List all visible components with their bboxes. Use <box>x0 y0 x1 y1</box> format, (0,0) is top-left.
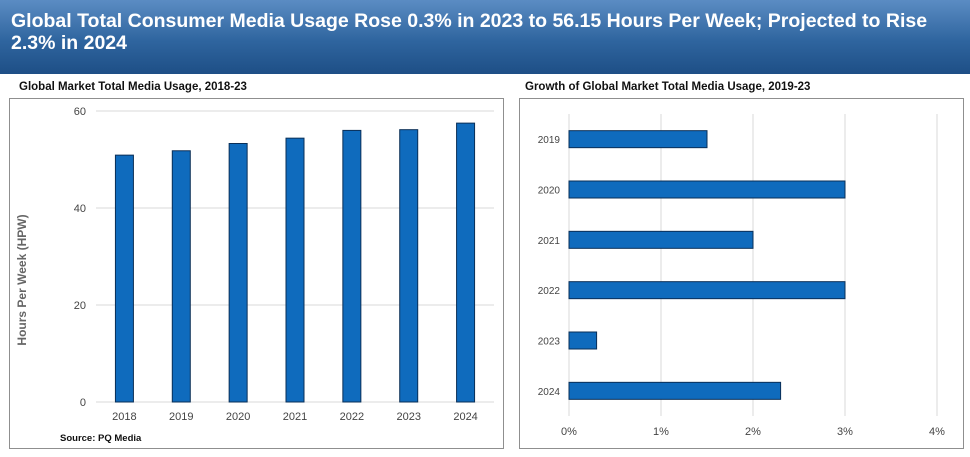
page-title: Global Total Consumer Media Usage Rose 0… <box>11 10 928 54</box>
bar <box>228 142 248 403</box>
x-tick-label: 2021 <box>283 411 307 423</box>
y-tick-label: 2021 <box>538 236 561 247</box>
left-chart-panel <box>9 98 504 449</box>
y-tick-label: 0 <box>80 397 86 409</box>
bar <box>399 129 419 403</box>
x-tick-label: 2022 <box>340 411 364 423</box>
bar <box>568 331 598 350</box>
y-tick-label: 40 <box>74 203 86 215</box>
x-tick-label: 4% <box>929 426 945 438</box>
y-tick-label: 2023 <box>538 337 561 348</box>
bar <box>342 129 362 403</box>
x-tick-label: 3% <box>837 426 853 438</box>
y-tick-label: 2024 <box>538 387 561 398</box>
y-tick-label: 60 <box>74 106 86 118</box>
bar <box>568 180 846 199</box>
right-chart-title: Growth of Global Market Total Media Usag… <box>525 81 811 93</box>
x-tick-label: 1% <box>653 426 669 438</box>
bar <box>171 150 191 403</box>
left-chart-title: Global Market Total Media Usage, 2018-23 <box>19 81 247 93</box>
x-tick-label: 2019 <box>169 411 193 423</box>
bar <box>285 137 305 403</box>
x-tick-label: 2% <box>745 426 761 438</box>
bar <box>568 230 754 249</box>
y-tick-label: 2020 <box>538 186 561 197</box>
bar <box>568 130 708 149</box>
bar <box>568 281 846 300</box>
bar <box>456 122 476 403</box>
header-banner: Global Total Consumer Media Usage Rose 0… <box>0 0 970 74</box>
y-tick-label: 20 <box>74 300 86 312</box>
x-tick-label: 2024 <box>453 411 477 423</box>
bar <box>568 381 782 400</box>
source-note: Source: PQ Media <box>60 433 142 444</box>
x-tick-label: 2020 <box>226 411 250 423</box>
x-tick-label: 0% <box>561 426 577 438</box>
y-tick-label: 2022 <box>538 286 561 297</box>
bar <box>114 154 134 403</box>
x-tick-label: 2023 <box>396 411 420 423</box>
x-tick-label: 2018 <box>112 411 136 423</box>
y-tick-label: 2019 <box>538 135 561 146</box>
